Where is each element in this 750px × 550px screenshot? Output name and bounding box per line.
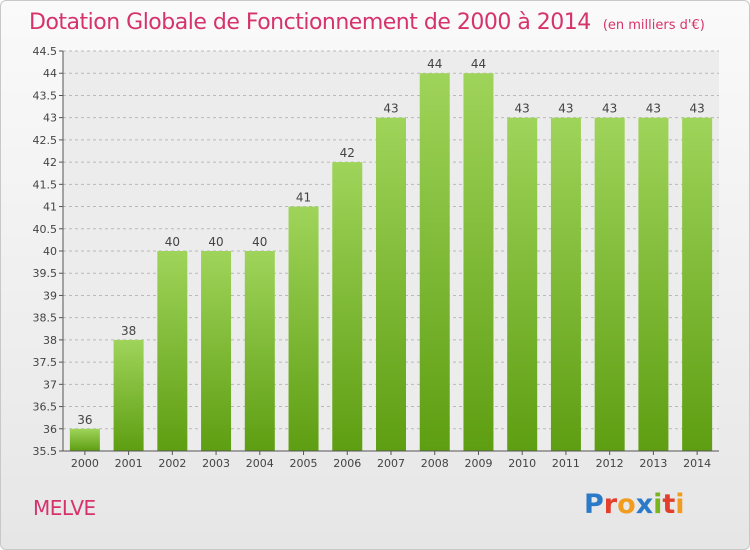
y-tick-label: 36.5 (33, 401, 58, 414)
bar-value-label: 41 (296, 191, 311, 205)
bar-value-label: 36 (77, 413, 92, 427)
bar-value-label: 38 (121, 324, 136, 338)
y-tick-label: 42 (43, 156, 57, 169)
bar (69, 428, 100, 451)
bar-value-label: 43 (689, 102, 704, 116)
x-tick-label: 2002 (158, 457, 186, 470)
bar (376, 117, 406, 452)
bar (550, 117, 581, 452)
x-tick-label: 2013 (639, 457, 667, 470)
y-tick-label: 38.5 (33, 312, 58, 325)
y-tick-label: 41 (43, 201, 57, 214)
y-tick-label: 41.5 (33, 178, 58, 191)
proxiti-logo: Proxiti (584, 489, 685, 520)
bar-value-label: 43 (646, 102, 661, 116)
bar (113, 339, 144, 451)
x-tick-label: 2005 (290, 457, 318, 470)
bar (288, 206, 319, 451)
chart-unit: (en milliers d'€) (602, 18, 705, 33)
bar (419, 73, 450, 451)
y-tick-label: 42.5 (33, 134, 58, 147)
y-tick-label: 43.5 (33, 89, 58, 102)
y-tick-label: 35.5 (33, 445, 58, 458)
y-tick-label: 43 (43, 112, 57, 125)
bar (244, 251, 275, 451)
bar (507, 117, 538, 452)
bar (157, 251, 188, 451)
bar-value-label: 43 (383, 102, 398, 116)
x-tick-label: 2000 (71, 457, 99, 470)
x-tick-label: 2011 (552, 457, 580, 470)
y-tick-label: 44.5 (33, 45, 58, 58)
bar-value-label: 40 (208, 235, 223, 249)
y-tick-label: 40 (43, 245, 57, 258)
x-tick-label: 2004 (246, 457, 274, 470)
bar (463, 73, 494, 451)
bar-value-label: 42 (340, 146, 355, 160)
y-tick-label: 39.5 (33, 267, 58, 280)
bar-value-label: 40 (165, 235, 180, 249)
chart-title-text: Dotation Globale de Fonctionnement de 20… (29, 10, 591, 35)
x-tick-label: 2010 (508, 457, 536, 470)
x-tick-label: 2008 (421, 457, 449, 470)
x-tick-label: 2012 (596, 457, 624, 470)
bar (682, 117, 713, 452)
x-tick-label: 2001 (115, 457, 143, 470)
x-tick-label: 2006 (333, 457, 361, 470)
y-tick-label: 40.5 (33, 223, 58, 236)
x-tick-label: 2014 (683, 457, 711, 470)
y-tick-label: 36 (43, 423, 57, 436)
bar-value-label: 43 (515, 102, 530, 116)
x-tick-label: 2007 (377, 457, 405, 470)
y-tick-label: 39 (43, 289, 57, 302)
bar-value-label: 44 (427, 57, 442, 71)
commune-name: MELVE (33, 496, 96, 520)
bar-value-label: 43 (558, 102, 573, 116)
x-tick-label: 2009 (464, 457, 492, 470)
x-tick-label: 2003 (202, 457, 230, 470)
bar-value-label: 40 (252, 235, 267, 249)
chart-title: Dotation Globale de Fonctionnement de 20… (29, 10, 705, 35)
y-tick-label: 38 (43, 334, 57, 347)
bar (638, 117, 669, 452)
y-tick-label: 44 (43, 67, 57, 80)
y-tick-label: 37 (43, 378, 57, 391)
bar-value-label: 44 (471, 57, 486, 71)
y-tick-label: 37.5 (33, 356, 58, 369)
bar (594, 117, 625, 452)
bar-value-label: 43 (602, 102, 617, 116)
bar (332, 162, 363, 451)
bar (201, 251, 232, 451)
